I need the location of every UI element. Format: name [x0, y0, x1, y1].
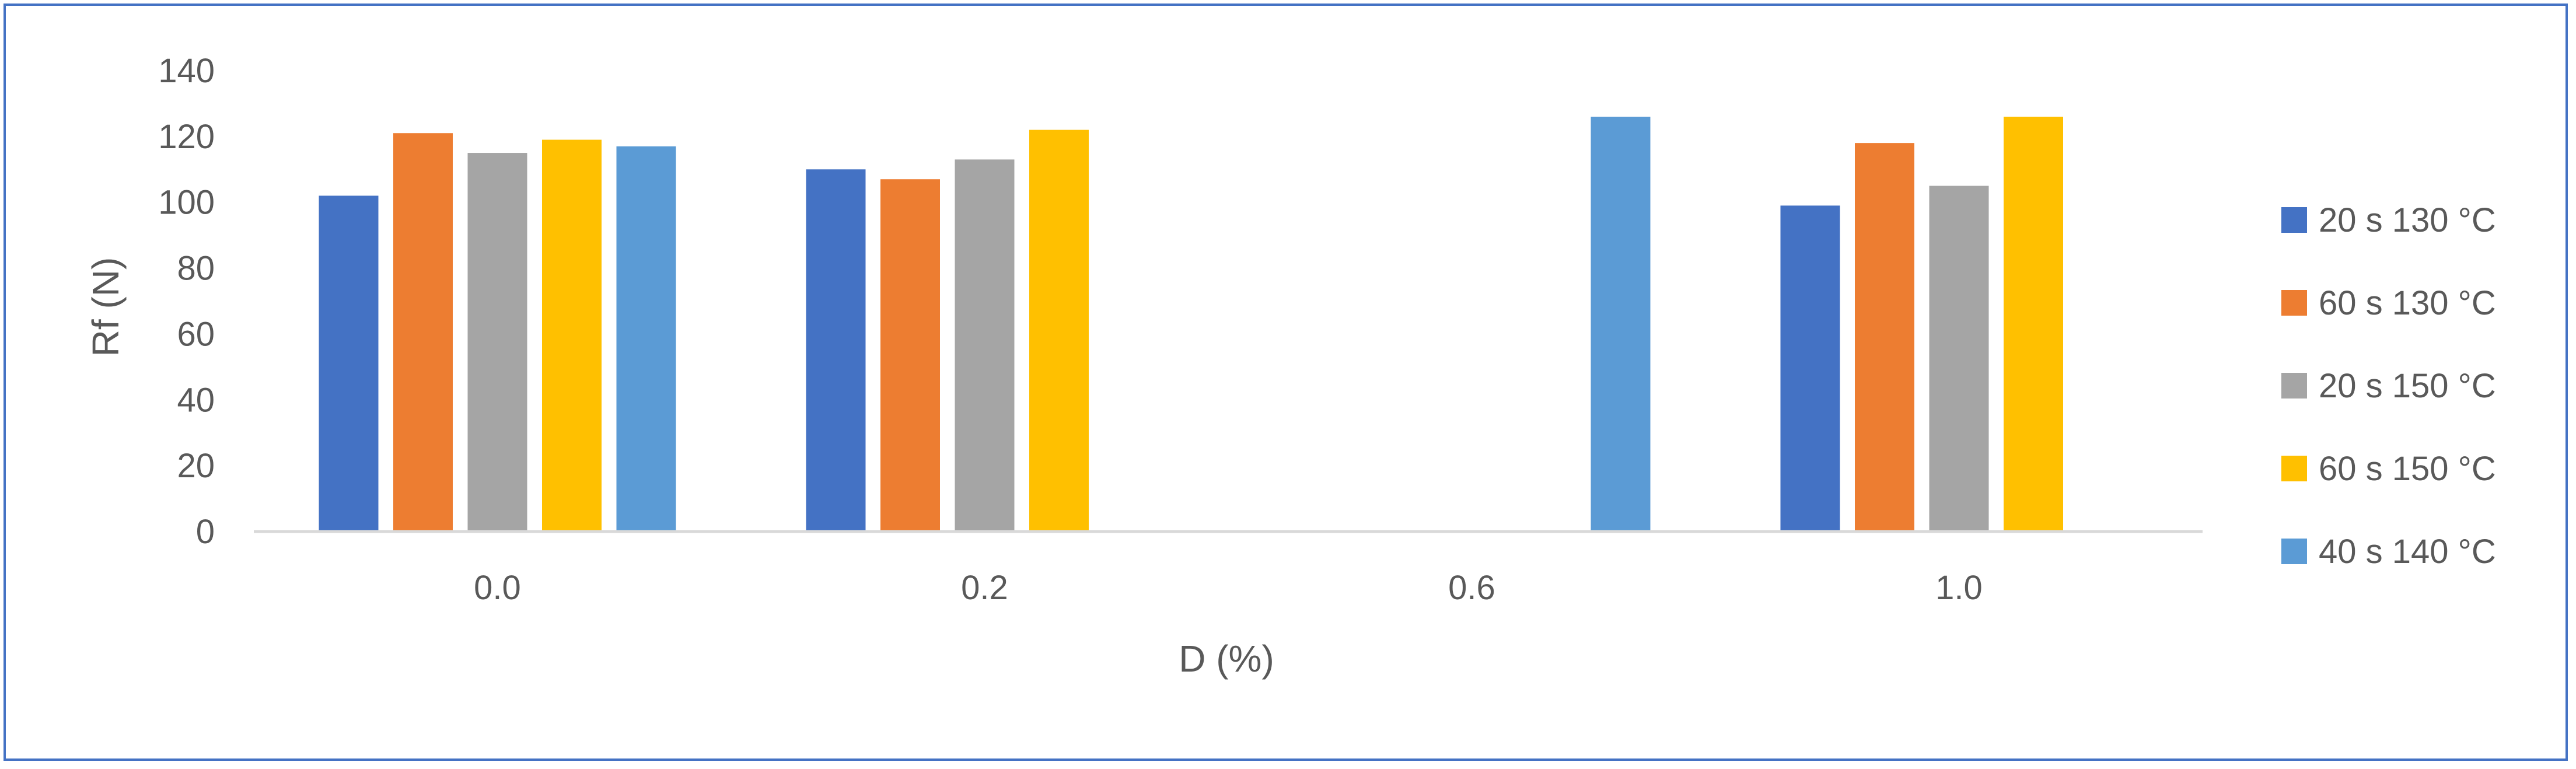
bars — [319, 117, 2063, 532]
legend-item: 40 s 140 °C — [2281, 533, 2496, 571]
y-tick-label: 0 — [196, 513, 215, 551]
x-tick-label: 0.0 — [474, 569, 521, 607]
legend-label: 60 s 130 °C — [2319, 284, 2496, 322]
legend-label: 60 s 150 °C — [2319, 450, 2496, 488]
bar — [542, 139, 602, 532]
bar — [319, 195, 379, 532]
legend-swatch — [2281, 456, 2307, 481]
y-tick-label: 120 — [158, 118, 215, 156]
bar — [467, 153, 527, 532]
legend-item: 60 s 130 °C — [2281, 284, 2496, 322]
x-tick-label: 0.2 — [961, 569, 1008, 607]
x-tick-label: 0.6 — [1448, 569, 1495, 607]
legend-label: 40 s 140 °C — [2319, 533, 2496, 571]
bar — [616, 146, 676, 532]
y-tick-label: 60 — [177, 315, 215, 353]
legend-swatch — [2281, 373, 2307, 399]
bar — [1855, 143, 1914, 532]
legend-item: 60 s 150 °C — [2281, 450, 2496, 488]
legend-swatch — [2281, 539, 2307, 564]
legend-item: 20 s 150 °C — [2281, 367, 2496, 405]
bar — [1029, 130, 1089, 532]
y-tick-label: 40 — [177, 381, 215, 419]
y-axis-tick-labels: 0 20 40 60 80 100 120 140 — [158, 52, 215, 551]
y-tick-label: 140 — [158, 52, 215, 90]
legend: 20 s 130 °C 60 s 130 °C 20 s 150 °C 60 s 15… — [2281, 201, 2496, 571]
bar — [2004, 117, 2063, 532]
legend-swatch — [2281, 207, 2307, 233]
y-tick-label: 20 — [177, 447, 215, 485]
x-tick-label: 1.0 — [1935, 569, 1983, 607]
x-axis-tick-labels: 0.0 0.2 0.6 1.0 — [474, 569, 1983, 607]
bar — [955, 159, 1015, 532]
bar — [806, 169, 866, 532]
bar — [393, 133, 453, 532]
y-tick-label: 100 — [158, 184, 215, 222]
legend-label: 20 s 150 °C — [2319, 367, 2496, 405]
bar — [1591, 117, 1651, 532]
bar — [880, 179, 940, 532]
legend-swatch — [2281, 290, 2307, 316]
x-axis-title: D (%) — [1179, 638, 1274, 680]
bar — [1780, 205, 1840, 532]
bar — [1929, 186, 1989, 532]
y-tick-label: 80 — [177, 250, 215, 288]
legend-label: 20 s 130 °C — [2319, 201, 2496, 239]
y-axis-title: Rf (N) — [85, 257, 127, 357]
legend-item: 20 s 130 °C — [2281, 201, 2496, 239]
